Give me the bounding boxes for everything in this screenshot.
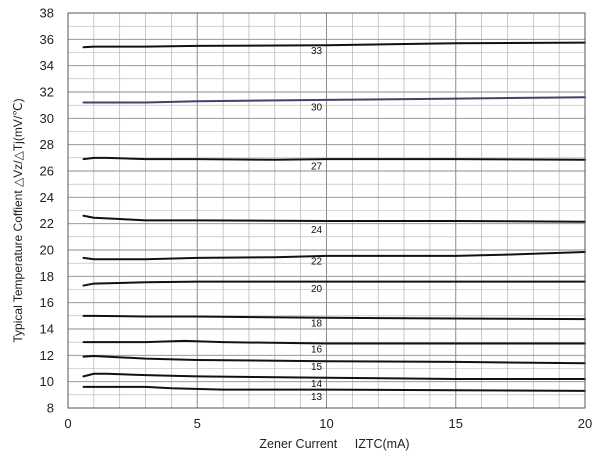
x-axis-label-text: Zener Current xyxy=(259,437,337,451)
series-label-24: 24 xyxy=(311,225,323,236)
series-line-24 xyxy=(82,214,586,223)
y-tick-label: 14 xyxy=(40,322,54,337)
y-tick-label: 8 xyxy=(47,401,54,416)
series-line-30 xyxy=(82,96,586,104)
x-tick-label: 5 xyxy=(194,416,201,431)
x-axis-label: Zener Current IZTC(mA) xyxy=(259,437,409,451)
grid xyxy=(67,12,586,409)
series-line-13 xyxy=(82,385,586,392)
series-labels: 33 30 27 24 22 20 18 16 15 14 13 xyxy=(311,46,323,403)
y-tick-label: 24 xyxy=(40,190,54,205)
tick-labels: 0 5 10 15 20 8 10 12 14 16 18 20 22 24 26 28 30 32 34 36 38 xyxy=(40,6,593,432)
x-tick-label: 10 xyxy=(319,416,333,431)
y-tick-label: 26 xyxy=(40,164,54,179)
y-tick-label: 28 xyxy=(40,137,54,152)
series-line-27 xyxy=(82,156,586,161)
x-tick-label: 0 xyxy=(64,416,71,431)
x-tick-label: 20 xyxy=(578,416,592,431)
series-label-13: 13 xyxy=(311,392,323,403)
series-label-33: 33 xyxy=(311,46,323,57)
y-tick-label: 18 xyxy=(40,269,54,284)
series-label-27: 27 xyxy=(311,162,323,173)
y-tick-label: 10 xyxy=(40,374,54,389)
x-axis-label-symbol: IZTC(mA) xyxy=(355,437,410,451)
y-tick-label: 16 xyxy=(40,295,54,310)
y-tick-label: 22 xyxy=(40,216,54,231)
series-label-18: 18 xyxy=(311,318,323,329)
y-tick-label: 30 xyxy=(40,111,54,126)
plot-frame xyxy=(67,12,586,409)
series-label-15: 15 xyxy=(311,362,323,373)
series-line-18 xyxy=(82,314,586,321)
series-label-30: 30 xyxy=(311,102,323,113)
y-tick-label: 36 xyxy=(40,32,54,47)
series-label-22: 22 xyxy=(311,256,323,267)
y-tick-label: 20 xyxy=(40,243,54,258)
series-line-22 xyxy=(82,250,586,261)
series-line-16 xyxy=(82,339,586,345)
series-label-14: 14 xyxy=(311,379,323,390)
series-lines xyxy=(82,41,586,392)
y-axis-label: Typical Temperature Coffient △Vz/△Tj(mV/… xyxy=(11,98,25,342)
series-line-20 xyxy=(82,280,586,287)
y-tick-label: 34 xyxy=(40,58,54,73)
series-label-16: 16 xyxy=(311,345,323,356)
y-tick-label: 32 xyxy=(40,85,54,100)
y-tick-label: 38 xyxy=(40,6,54,21)
series-label-20: 20 xyxy=(311,284,323,295)
y-tick-label: 12 xyxy=(40,348,54,363)
x-tick-label: 15 xyxy=(449,416,463,431)
series-line-14 xyxy=(82,372,586,381)
series-line-15 xyxy=(82,354,586,365)
series-line-33 xyxy=(82,41,586,49)
